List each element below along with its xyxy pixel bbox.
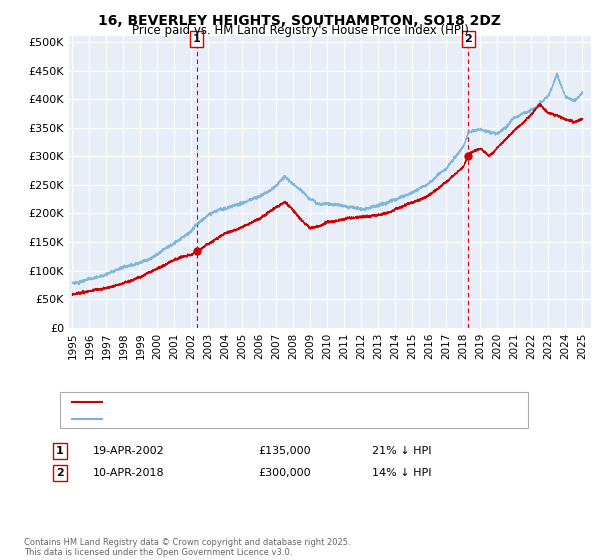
Text: HPI: Average price, detached house, Southampton: HPI: Average price, detached house, Sout… xyxy=(108,414,355,423)
Text: 2: 2 xyxy=(464,34,472,44)
Text: 19-APR-2002: 19-APR-2002 xyxy=(93,446,165,456)
Text: 1: 1 xyxy=(193,34,200,44)
Text: 1: 1 xyxy=(56,446,64,456)
Text: £135,000: £135,000 xyxy=(258,446,311,456)
Text: 10-APR-2018: 10-APR-2018 xyxy=(93,468,164,478)
Text: 16, BEVERLEY HEIGHTS, SOUTHAMPTON, SO18 2DZ: 16, BEVERLEY HEIGHTS, SOUTHAMPTON, SO18 … xyxy=(98,14,502,28)
Text: Contains HM Land Registry data © Crown copyright and database right 2025.
This d: Contains HM Land Registry data © Crown c… xyxy=(24,538,350,557)
Text: 16, BEVERLEY HEIGHTS, SOUTHAMPTON, SO18 2DZ (detached house): 16, BEVERLEY HEIGHTS, SOUTHAMPTON, SO18 … xyxy=(108,397,450,407)
Text: 21% ↓ HPI: 21% ↓ HPI xyxy=(372,446,431,456)
Text: 14% ↓ HPI: 14% ↓ HPI xyxy=(372,468,431,478)
Text: £300,000: £300,000 xyxy=(258,468,311,478)
Text: 2: 2 xyxy=(56,468,64,478)
Text: Price paid vs. HM Land Registry's House Price Index (HPI): Price paid vs. HM Land Registry's House … xyxy=(131,24,469,37)
